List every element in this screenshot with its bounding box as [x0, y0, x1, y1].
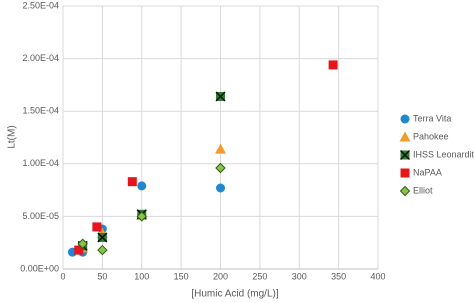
marker	[216, 183, 225, 193]
marker-shape	[400, 168, 410, 178]
x-tick-label: 250	[252, 271, 267, 281]
marker	[400, 168, 410, 178]
y-tick-label: 2.00E-04	[22, 53, 59, 63]
marker-shape	[215, 143, 226, 154]
legend-label: IHSS Leonardites	[413, 149, 474, 159]
marker	[328, 60, 338, 70]
marker	[127, 177, 137, 187]
y-tick-label: 1.50E-04	[22, 106, 59, 116]
marker-shape	[74, 245, 84, 255]
marker	[399, 185, 411, 197]
marker	[399, 149, 411, 161]
x-tick-label: 50	[97, 271, 107, 281]
marker	[215, 143, 226, 154]
x-tick-label: 150	[174, 271, 189, 281]
y-tick-label: 0.00E+00	[20, 263, 59, 273]
legend-label: Terra Vita	[413, 113, 451, 123]
marker-shape	[215, 162, 226, 174]
x-tick-label: 0	[60, 271, 65, 281]
marker	[136, 211, 147, 222]
marker-shape	[92, 222, 102, 232]
marker-shape	[136, 211, 147, 222]
marker-shape	[400, 114, 410, 124]
legend-label: NaPAA	[413, 167, 442, 177]
y-axis-label: Lt(M)	[7, 125, 18, 148]
marker-shape	[97, 244, 108, 256]
marker	[77, 238, 88, 249]
marker-shape	[137, 181, 147, 191]
marker-shape	[77, 238, 88, 249]
marker-shape	[127, 177, 137, 187]
x-tick-label: 400	[370, 271, 385, 281]
marker-shape	[399, 131, 411, 142]
legend-label: Pahokee	[413, 131, 449, 141]
marker-cross	[97, 232, 108, 243]
marker	[74, 245, 84, 255]
marker	[137, 181, 147, 191]
marker	[97, 232, 108, 243]
x-tick-label: 100	[134, 271, 149, 281]
x-tick-label: 300	[292, 271, 307, 281]
marker	[215, 162, 226, 174]
x-axis-label: [Humic Acid (mg/L)]	[191, 289, 278, 300]
marker	[215, 91, 226, 102]
y-tick-label: 1.00E-04	[22, 158, 59, 168]
marker	[400, 114, 410, 124]
marker	[92, 222, 102, 232]
x-tick-label: 350	[331, 271, 346, 281]
marker	[97, 244, 108, 256]
marker-shape	[328, 60, 338, 70]
y-tick-label: 2.50E-04	[22, 0, 59, 10]
marker	[399, 131, 411, 142]
y-tick-label: 5.00E-05	[22, 211, 59, 221]
marker-cross	[399, 149, 411, 161]
marker-shape	[399, 185, 411, 197]
x-tick-label: 200	[213, 271, 228, 281]
legend-label: Elliot	[413, 185, 433, 195]
marker-shape	[216, 183, 225, 193]
marker-cross	[215, 91, 226, 102]
